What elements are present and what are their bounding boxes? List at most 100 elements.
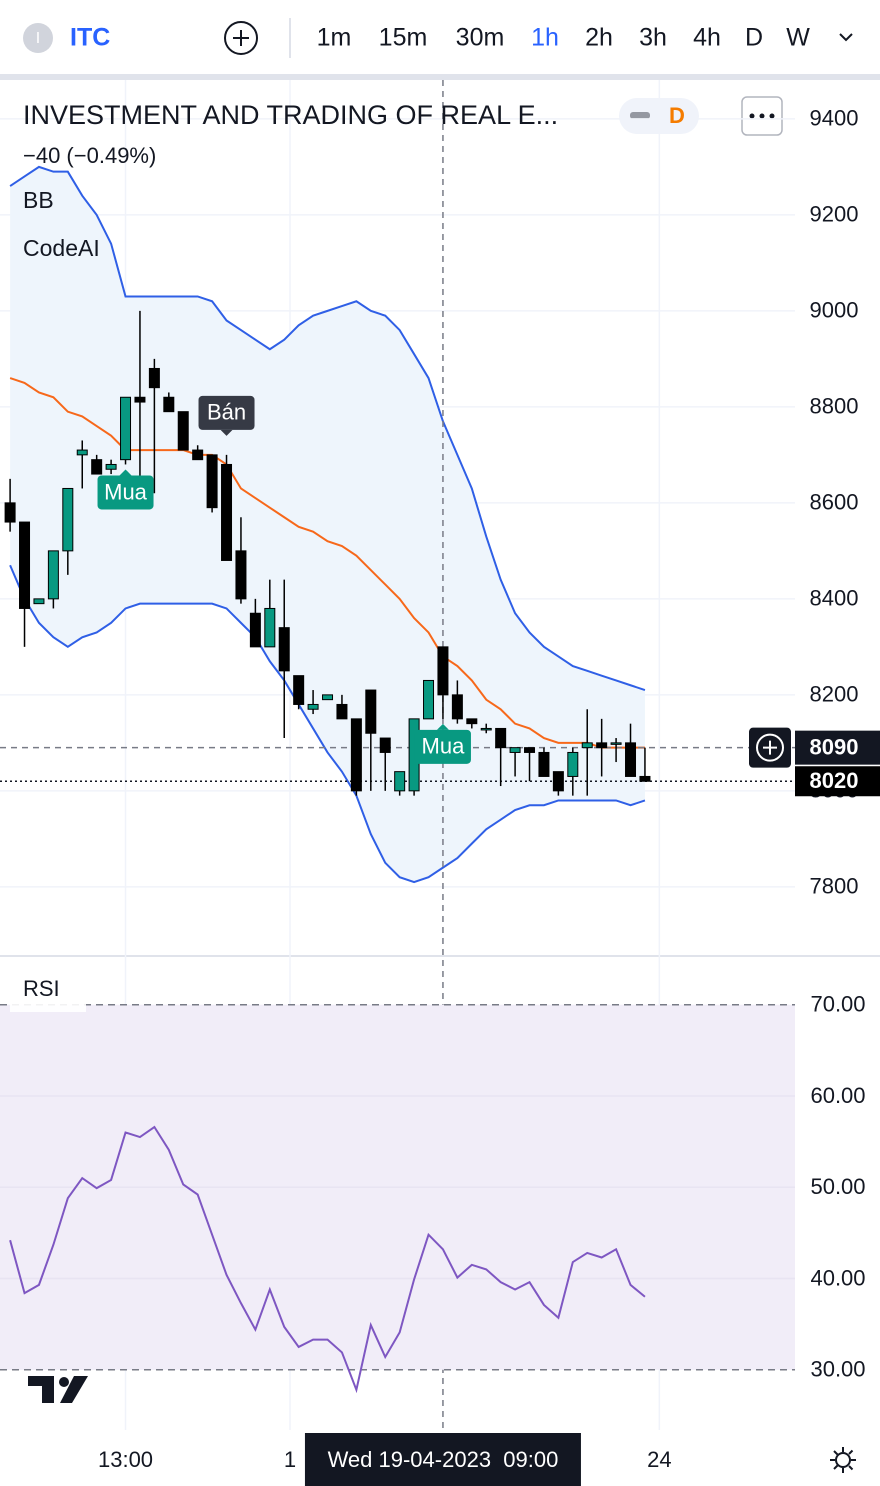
candle-body [4,502,16,523]
candle-body [451,694,463,720]
candle-body [33,598,45,605]
candle-body [322,694,334,701]
price-axis-bg [795,80,880,955]
add-price-button[interactable] [756,733,784,762]
candle-body [278,627,290,672]
symbol-name[interactable]: ITC [70,24,110,52]
candle-body [336,703,348,720]
candle-body [466,718,478,725]
more-button[interactable] [741,96,783,136]
price-tick-label: 7800 [810,874,859,899]
candle-body [423,679,435,720]
interval-button[interactable]: 30m [456,24,505,52]
signal-pointer [119,469,132,476]
indicator-label[interactable]: BB [23,187,54,213]
add-symbol-button[interactable] [224,21,258,55]
bb-lower [9,564,646,884]
candle-body [307,703,319,710]
candle-body [596,742,608,749]
bb-fill [10,166,645,883]
symbol-logo-letter: I [36,30,40,47]
candle-body [264,607,276,648]
rsi-title-bg [10,972,86,1012]
symbol-logo [23,23,53,53]
price-tick-label: 8200 [810,682,859,707]
interval-menu-chevron[interactable] [839,33,853,42]
candle-body [62,487,74,552]
candle-body [625,742,637,777]
candle-body [480,727,492,731]
interval-button[interactable]: 2h [585,24,613,52]
rsi-line [9,1125,646,1394]
signal-label: Mua [104,479,148,504]
interval-button[interactable]: 15m [379,24,428,52]
rsi-tick-label: 40.00 [810,1265,865,1290]
candle-body [192,449,204,461]
signal-tag [97,475,154,510]
candle-body [394,771,406,792]
indicator-label[interactable]: CodeAI [23,235,100,261]
time-tick-label: 1 [284,1447,296,1472]
candle-body [76,449,88,456]
signal-pointer [436,723,449,730]
candle-body [379,737,391,753]
candle-body [235,550,247,600]
interval-button[interactable]: 1h [531,24,559,52]
bb-middle [9,377,645,749]
candle-body [509,747,521,753]
crosshair-price-tag [795,730,880,765]
interval-button[interactable]: 1m [317,24,352,52]
last-price-tag [795,766,880,797]
price-tick-label: 8800 [810,394,859,419]
signal-tag [198,395,255,430]
candle-body [105,463,117,470]
signal-label: Mua [422,734,466,759]
price-tick-label: 8600 [810,490,859,515]
price-tick-label: 8400 [810,586,859,611]
price-change: −40 (−0.49%) [23,143,156,168]
rsi-title[interactable]: RSI [23,976,60,1001]
candle-body [293,675,305,705]
candle-body [177,411,189,451]
candle-body [495,727,507,749]
last-price-label: 8020 [810,768,859,793]
rsi-tick-label: 60.00 [810,1083,865,1108]
interval-badge: D [669,103,685,128]
price-tick-label: 9000 [810,298,859,323]
crosshair-time-tag [304,1433,581,1486]
rsi-tick-label: 30.00 [810,1357,865,1382]
candle-body [249,612,261,648]
candle-body [163,396,175,413]
price-tick-label: 9400 [810,106,859,131]
candle-body [552,771,564,792]
candle-body [538,751,550,777]
interval-button[interactable]: 3h [639,24,667,52]
signal-pointer [220,429,233,436]
candle-body [437,646,449,696]
candle-body [221,463,233,561]
candle-body [610,742,622,745]
crosshair-time-label: Wed 19-04-2023 09:00 [328,1447,559,1472]
price-tick-label: 9200 [810,202,859,227]
candle-body [639,775,651,782]
candle-body [581,742,593,749]
candle-body [120,396,132,461]
candle-body [47,550,59,600]
time-tick-label: 13:00 [98,1447,153,1472]
interval-button[interactable]: 4h [693,24,721,52]
signal-tag [414,729,471,764]
interval-button[interactable]: D [745,24,763,52]
candle-body [350,718,362,792]
candle-body [19,521,31,609]
candle-body [91,459,103,475]
candle-body [567,751,579,777]
toolbar-separator [0,74,880,80]
settings-button[interactable] [830,1447,856,1473]
time-tick-label: 24 [647,1447,671,1472]
candle-body [148,367,160,389]
rsi-tick-label: 50.00 [810,1174,865,1199]
add-price-plus[interactable] [763,740,777,755]
candle-body [206,454,218,509]
interval-button[interactable]: W [786,24,810,52]
tradingview-logo [28,1376,88,1403]
